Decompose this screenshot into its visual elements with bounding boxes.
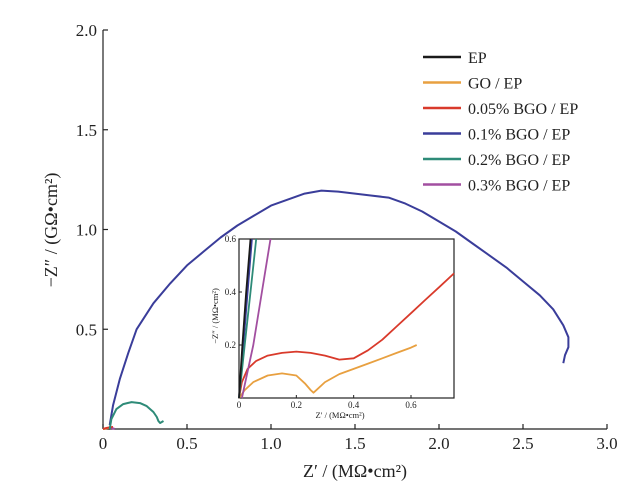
inset-x-tick-label: 0.6 bbox=[405, 400, 417, 410]
main-x-tick-label: 2.5 bbox=[512, 434, 533, 453]
inset-series-line-go-ep bbox=[238, 344, 418, 399]
series-line-0-3-bgo-ep bbox=[111, 427, 116, 430]
inset-plot: 0 0.2 0.4 0.6 0.2 0.4 0.6 −Z″ / (MΩ•cm²) Z′ / … bbox=[210, 234, 455, 420]
inset-series-line-0-2-bgo-ep bbox=[238, 238, 258, 399]
main-y-tick-label: 0.5 bbox=[76, 320, 97, 339]
legend-label-go-ep: GO / EP bbox=[468, 76, 522, 93]
inset-series-line-0-3-bgo-ep bbox=[241, 238, 272, 399]
main-x-tick-label: 1.0 bbox=[260, 434, 281, 453]
main-x-tick-label: 0.5 bbox=[176, 434, 197, 453]
main-x-axis-title: Z′ / (MΩ•cm²) bbox=[303, 461, 407, 482]
inset-ticks: 0 0.2 0.4 0.6 0.2 0.4 0.6 bbox=[225, 234, 417, 410]
inset-x-tick-label: 0 bbox=[237, 400, 242, 410]
inset-series-line-ep bbox=[238, 238, 252, 399]
legend-label-0-05-bgo-ep: 0.05% BGO / EP bbox=[468, 101, 578, 118]
inset-series-line-0-05-bgo-ep bbox=[238, 272, 455, 399]
legend: EP GO / EP 0.05% BGO / EP 0.1% BGO / EP 0.2%… bbox=[423, 50, 578, 195]
main-y-tick-label: 2.0 bbox=[76, 21, 97, 40]
main-axes: 0 0.5 1.0 1.5 2.0 2.5 3.0 0.5 1.0 1.5 2.0 bbox=[76, 21, 618, 453]
inset-y-tick-label: 0.2 bbox=[225, 340, 236, 350]
series-line-0-05-bgo-ep bbox=[102, 426, 114, 430]
main-ticks: 0 0.5 1.0 1.5 2.0 2.5 3.0 0.5 1.0 1.5 2.0 bbox=[76, 21, 618, 453]
legend-label-0-1-bgo-ep: 0.1% BGO / EP bbox=[468, 127, 570, 144]
main-x-tick-label: 2.0 bbox=[428, 434, 449, 453]
legend-label-0-3-bgo-ep: 0.3% BGO / EP bbox=[468, 178, 570, 195]
inset-x-axis-title: Z′ / (MΩ•cm²) bbox=[315, 410, 364, 420]
series-line-0-1-bgo-ep bbox=[108, 189, 570, 426]
main-y-tick-label: 1.0 bbox=[76, 221, 97, 240]
main-y-tick-label: 1.5 bbox=[76, 121, 97, 140]
inset-y-axis-title: −Z″ / (MΩ•cm²) bbox=[210, 288, 220, 344]
series-line-0-2-bgo-ep bbox=[108, 401, 165, 430]
inset-series-group bbox=[238, 238, 455, 399]
main-x-tick-label: 3.0 bbox=[596, 434, 617, 453]
main-series-group bbox=[102, 189, 570, 430]
main-x-tick-label: 0 bbox=[99, 434, 108, 453]
inset-y-tick-label: 0.6 bbox=[225, 234, 237, 244]
legend-label-0-2-bgo-ep: 0.2% BGO / EP bbox=[468, 152, 570, 169]
main-x-tick-label: 1.5 bbox=[344, 434, 365, 453]
inset-x-tick-label: 0.4 bbox=[348, 400, 360, 410]
inset-y-tick-label: 0.4 bbox=[225, 287, 237, 297]
legend-label-ep: EP bbox=[468, 50, 487, 67]
main-y-axis-title: −Z″ / (GΩ•cm²) bbox=[41, 173, 62, 288]
inset-x-tick-label: 0.2 bbox=[291, 400, 302, 410]
